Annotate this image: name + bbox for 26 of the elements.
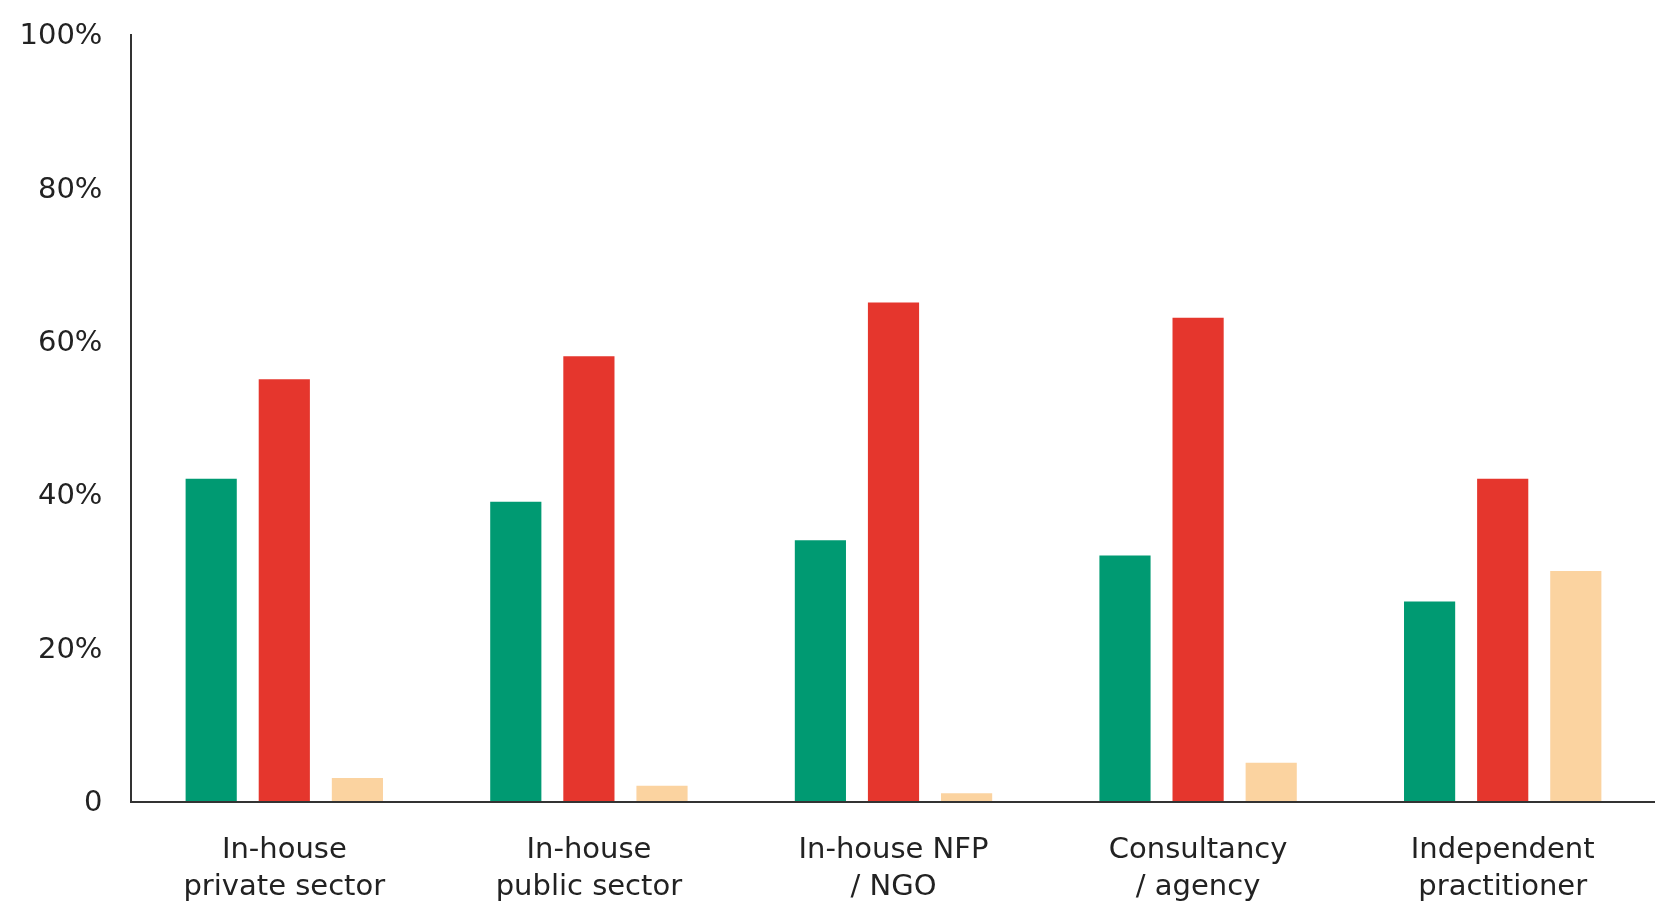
y-tick-label: 80% [37,170,103,205]
x-tick-label: In-house public sector [495,830,683,903]
bar [1477,478,1529,801]
y-tick-label: 40% [37,477,103,512]
y-tick-label: 0 [84,784,103,819]
bar [1404,601,1456,801]
bar [490,501,542,801]
bar [258,379,310,801]
bar [331,777,383,801]
bar [1172,317,1224,801]
bar [794,540,846,801]
bar [1245,762,1297,801]
bar [867,302,920,801]
bar [636,785,688,801]
bar [941,793,993,801]
y-tick-label: 100% [19,17,103,52]
bar [1099,555,1151,801]
bar [1550,570,1602,801]
y-tick-label: 20% [37,630,103,665]
bar [563,356,615,801]
x-tick-label: Consultancy / agency [1108,830,1288,903]
bar [185,478,237,801]
y-tick-label: 60% [37,323,103,358]
x-tick-label: Independent practitioner [1410,830,1595,903]
x-tick-label: In-house NFP / NGO [798,830,989,903]
x-tick-label: In-house private sector [183,830,386,903]
